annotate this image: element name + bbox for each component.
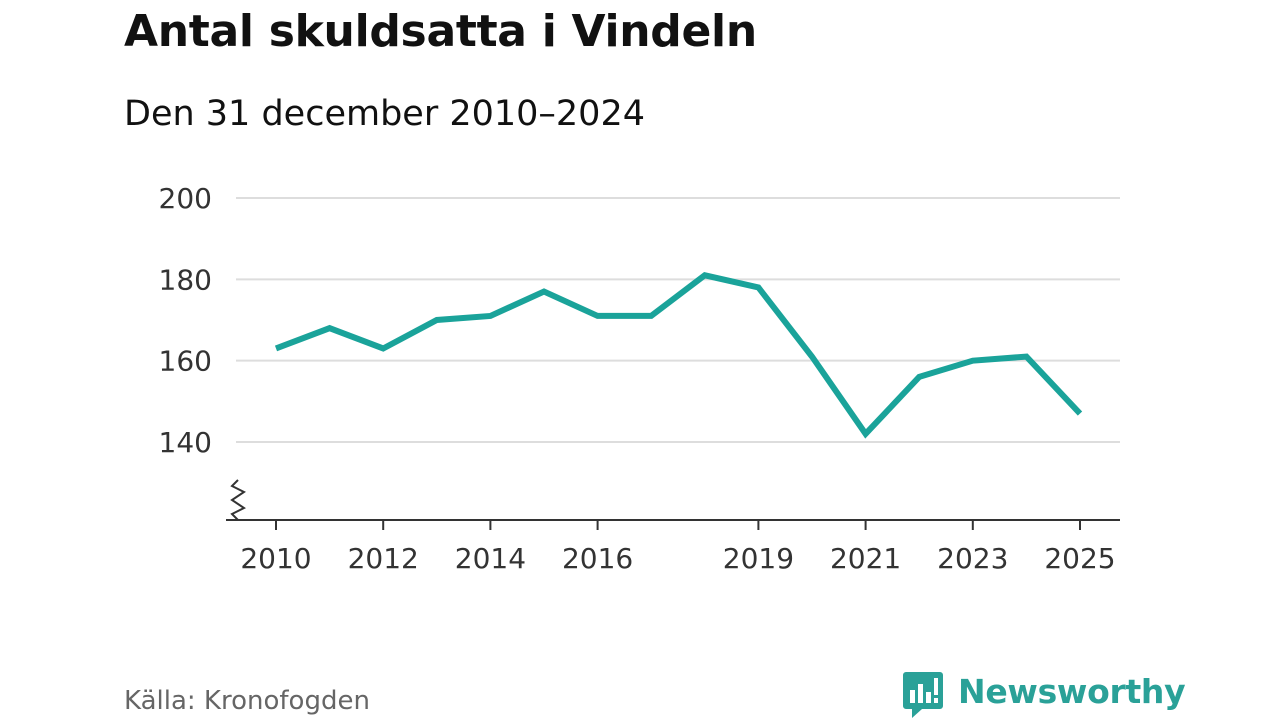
y-axis-labels: 140 160 180 200 [159,182,212,459]
x-tick-label: 2010 [240,542,311,575]
y-tick-label: 140 [159,426,212,459]
newsworthy-logo-icon [903,672,943,718]
x-tick-label: 2025 [1044,542,1115,575]
x-tick-label: 2023 [937,542,1008,575]
brand-logo: Newsworthy [902,670,1186,720]
brand-name: Newsworthy [958,672,1186,711]
x-axis-labels: 2010 2012 2014 2016 2019 2021 2023 2025 [240,542,1115,575]
y-tick-label: 200 [159,182,212,215]
chart-title: Antal skuldsatta i Vindeln [124,6,757,57]
series-line-0 [274,272,1083,439]
x-axis [226,479,1120,530]
y-tick-label: 160 [159,345,212,378]
x-tick-label: 2014 [455,542,526,575]
gridlines [236,197,1120,443]
chart-subtitle: Den 31 december 2010–2024 [124,94,645,134]
x-tick-label: 2012 [348,542,419,575]
y-tick-label: 180 [159,263,212,296]
x-tick-label: 2016 [562,542,633,575]
x-tick-label: 2019 [723,542,794,575]
line-chart: 140 160 180 200 2010 2012 2014 2016 2019 2021 202… [159,182,1120,575]
source-note: Källa: Kronofogden [124,686,370,716]
axis-break-icon [226,479,246,521]
series [274,272,1083,439]
x-tick-label: 2021 [830,542,901,575]
